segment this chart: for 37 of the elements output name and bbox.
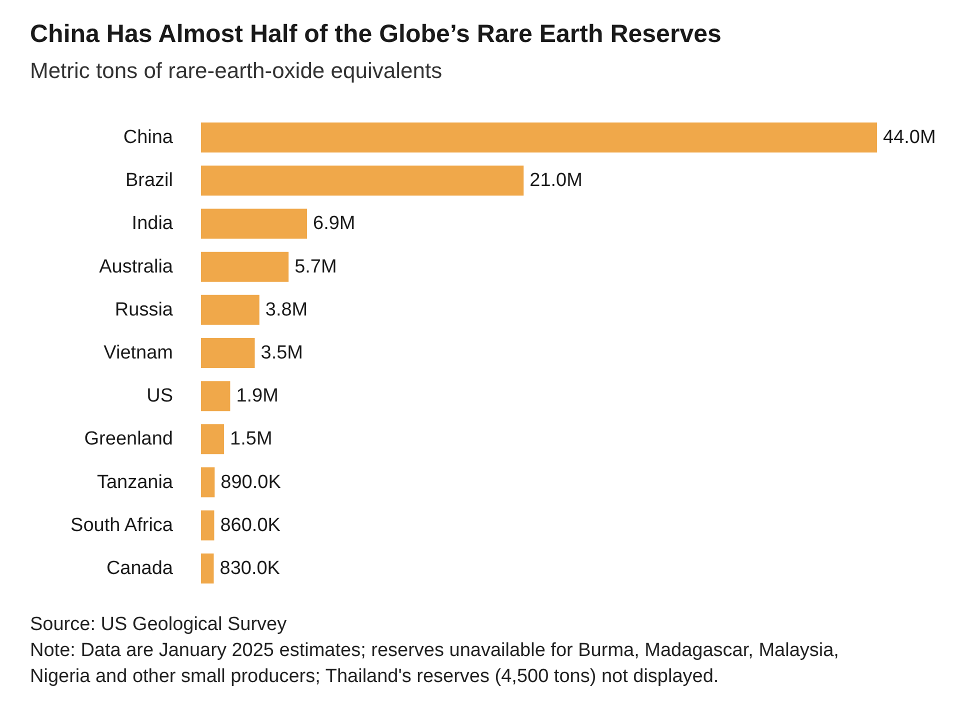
data-label: 44.0M [883,127,936,148]
data-label: 5.7M [294,256,337,278]
bar [201,467,215,498]
data-label: 3.5M [260,342,304,364]
y-tick-label: Russia [114,299,174,320]
y-tick-label: Australia [99,256,174,278]
chart-subtitle: Metric tons of rare-earth-oxide equivalents [30,58,442,84]
data-label: 6.9M [313,213,356,234]
y-tick-label: US [146,386,173,407]
text: Note: Data are January 2025 estimates; reserves unavailable for Burma, Madagascar, Malaysia, Nigeria and other small producers; Thailand's reserves (4,500 tons) not displayed. [30,639,840,689]
data-label: 890.0K [220,472,282,493]
chart-title: China Has Almost Half of the Globe’s Rare Earth Reserves [30,20,722,49]
y-tick-label: Canada [106,558,174,579]
bar [201,424,224,454]
source-note: Source: US Geological Survey [30,613,288,637]
bar [201,122,877,153]
data-label: 860.0K [220,514,281,536]
bar [201,252,289,282]
y-tick-label: Tanzania [96,472,174,493]
bar [201,166,524,196]
data-label: 21.0M [530,170,582,192]
y-tick-label: South Africa [70,514,174,536]
bar [201,294,260,325]
data-label: 1.5M [230,428,272,450]
bar [201,208,308,239]
bar [201,381,230,412]
bar [201,338,255,368]
bar [201,553,214,584]
y-tick-label: Brazil [125,170,173,192]
y-tick-label: Vietnam [104,342,173,364]
data-label: 830.0K [220,558,280,579]
data-label: 1.9M [236,386,278,407]
bar [201,510,214,540]
y-tick-label: Greenland [84,428,173,450]
data-label: 3.8M [265,299,308,320]
y-tick-label: India [132,213,174,234]
y-tick-label: China [123,127,174,148]
